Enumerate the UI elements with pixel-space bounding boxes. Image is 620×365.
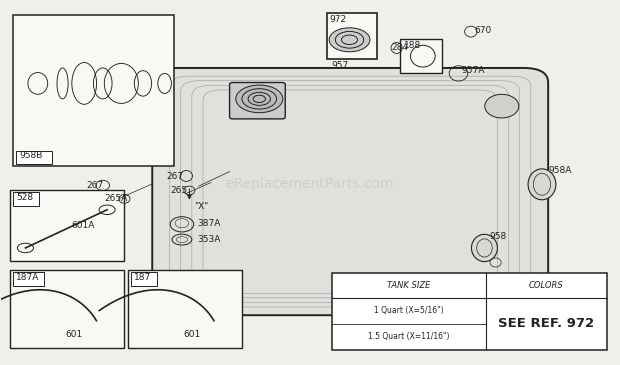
Text: "X": "X" (193, 203, 208, 211)
Bar (327, 14, 378, 59)
Bar (10, 190, 125, 261)
Bar (10, 270, 125, 348)
Bar (400, 39, 442, 73)
Bar (128, 270, 242, 348)
Text: 353A: 353A (197, 235, 221, 244)
Text: 972: 972 (330, 15, 347, 24)
Text: 670: 670 (474, 26, 491, 35)
Ellipse shape (528, 169, 556, 200)
Bar (131, 272, 157, 286)
FancyBboxPatch shape (229, 82, 285, 119)
Bar (332, 273, 607, 350)
Text: 265A: 265A (105, 195, 128, 204)
Text: 265: 265 (171, 186, 188, 195)
Text: 601A: 601A (72, 221, 95, 230)
Bar (13, 192, 39, 206)
Bar (13, 272, 44, 286)
Bar (16, 150, 52, 164)
Ellipse shape (471, 234, 497, 262)
Text: 601: 601 (183, 330, 200, 339)
Text: 528: 528 (16, 193, 33, 202)
Text: 1 Quart (X=5/16"): 1 Quart (X=5/16") (374, 306, 443, 315)
Text: 958: 958 (489, 231, 507, 241)
Text: 958A: 958A (548, 166, 572, 175)
Text: 387A: 387A (197, 219, 221, 228)
FancyBboxPatch shape (153, 68, 548, 315)
Text: 188: 188 (404, 41, 421, 50)
Text: COLORS: COLORS (529, 281, 564, 290)
Text: 958B: 958B (19, 151, 43, 160)
Text: 957: 957 (332, 61, 349, 70)
Circle shape (236, 85, 283, 113)
Bar (13, 15, 174, 166)
Text: TANK SIZE: TANK SIZE (387, 281, 430, 290)
Text: 1.5 Quart (X=11/16"): 1.5 Quart (X=11/16") (368, 332, 450, 341)
Text: 267: 267 (167, 172, 184, 181)
Text: 187: 187 (134, 273, 151, 282)
Text: SEE REF. 972: SEE REF. 972 (498, 317, 595, 330)
Circle shape (329, 28, 370, 52)
Text: eReplacementParts.com: eReplacementParts.com (226, 177, 394, 191)
Text: 601: 601 (66, 330, 83, 339)
Ellipse shape (485, 94, 519, 118)
Text: 957A: 957A (461, 66, 485, 75)
Text: 284: 284 (391, 42, 408, 51)
Text: 187A: 187A (16, 273, 40, 282)
Text: 267: 267 (86, 181, 103, 190)
